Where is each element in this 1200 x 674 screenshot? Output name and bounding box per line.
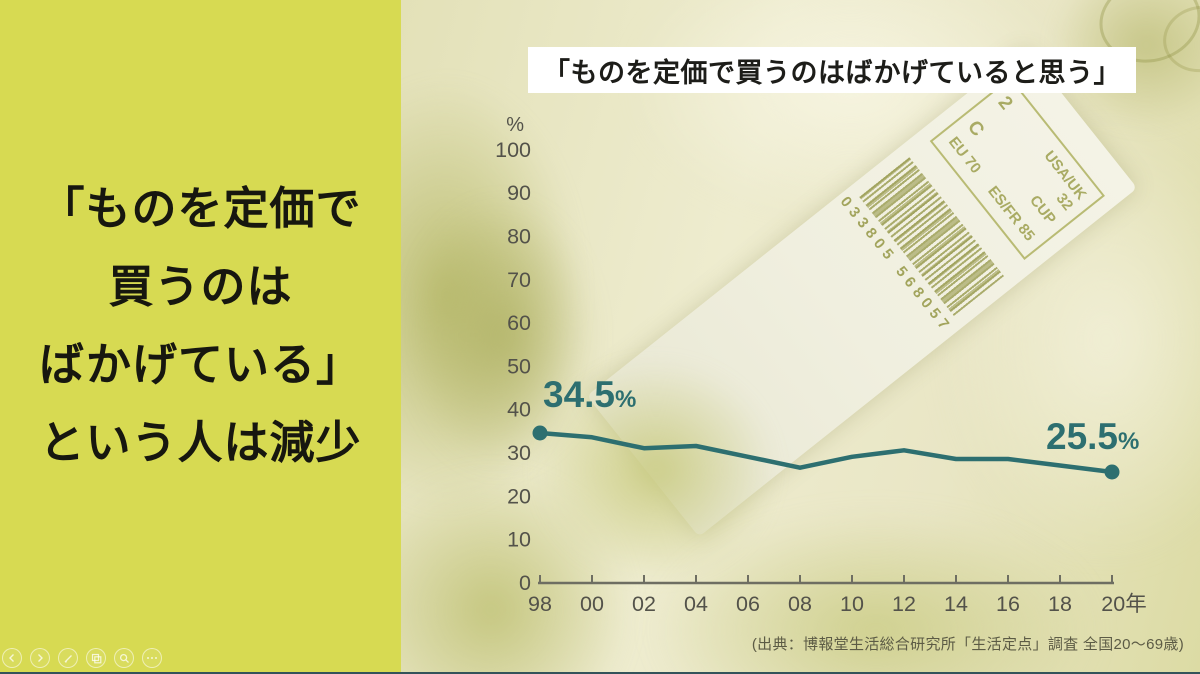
price-tag-photo: 2 USA/UK 32 C CUP EU 70 ES/FR 85 033805 … [401,0,1200,674]
more-button[interactable] [142,648,162,668]
ellipsis-icon [147,657,157,659]
headline-line-3: ばかげている」 [39,339,362,390]
pages-icon [91,653,101,663]
left-headline-panel: 「ものを定価で 買うのは ばかげている」 という人は減少 [0,0,401,674]
headline-line-4: という人は減少 [39,417,362,468]
chevron-right-icon [38,654,43,662]
chart-title: 「ものを定価で買うのはばかげていると思う」 [528,47,1137,93]
chevron-left-icon [9,654,14,662]
window-bottom-edge [0,672,1200,674]
next-button[interactable] [30,648,50,668]
magnifier-icon [119,653,129,663]
draw-button[interactable] [58,648,78,668]
headline-line-2: 買うのは [108,261,293,312]
source-note: (出典：博報堂生活総合研究所「生活定点」調査 全国20〜69歳) [751,636,1184,653]
headline-line-1: 「ものを定価で [39,183,362,234]
pages-button[interactable] [86,648,106,668]
viewer-toolbar [2,648,162,668]
previous-button[interactable] [2,648,22,668]
headline: 「ものを定価で 買うのは ばかげている」 という人は減少 [0,0,401,482]
pencil-icon [64,654,72,663]
zoom-button[interactable] [114,648,134,668]
